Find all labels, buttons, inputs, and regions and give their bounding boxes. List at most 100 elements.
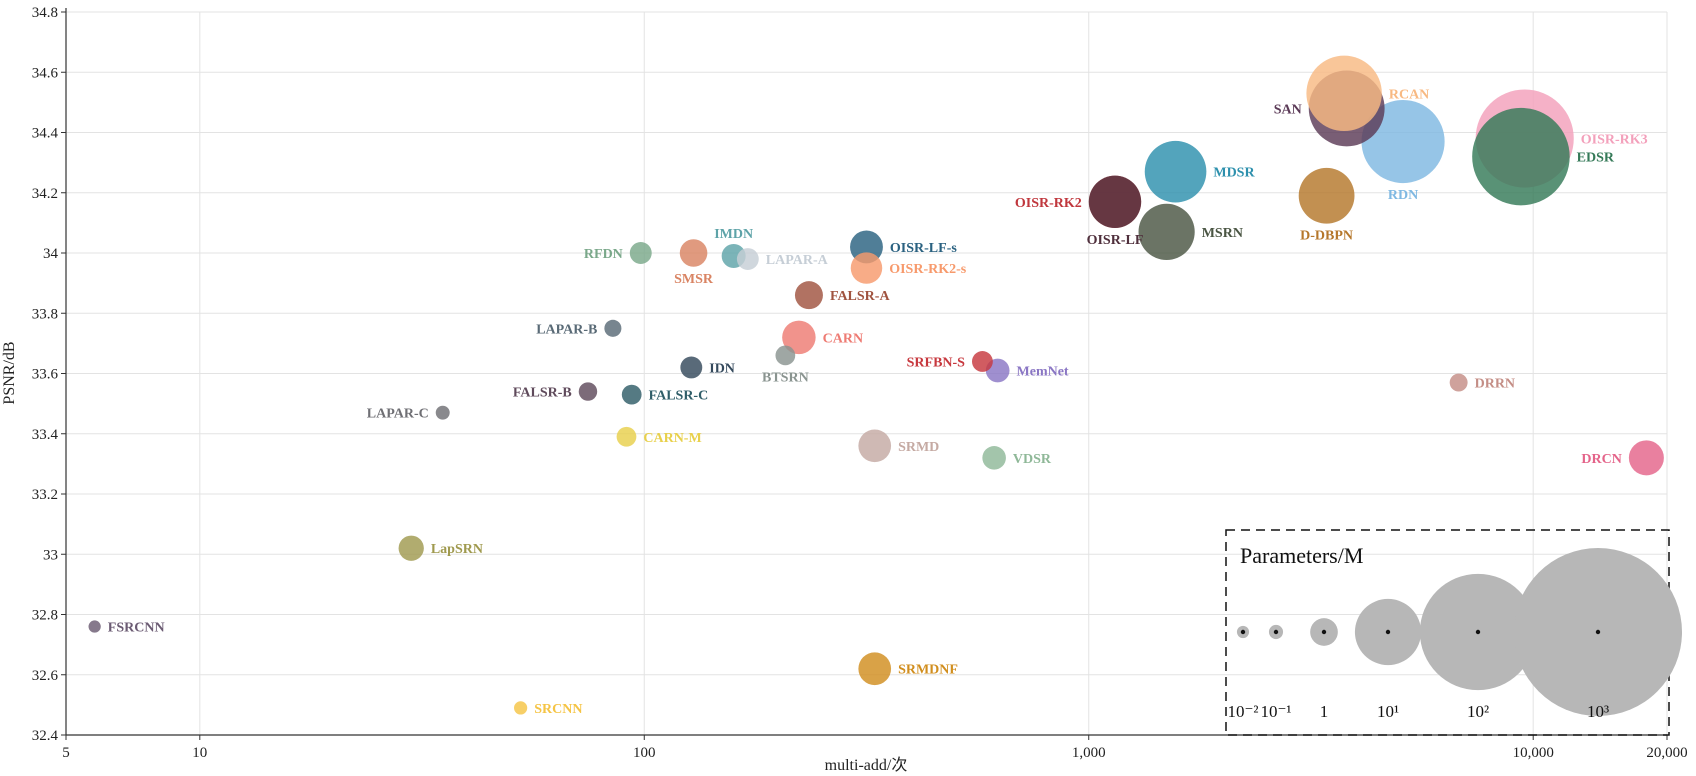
legend-label: 10⁻¹ [1260,702,1291,721]
y-tick-label: 32.4 [32,728,59,744]
label-srcnn: SRCNN [534,702,582,717]
bubble-rcan [1306,55,1382,132]
label-rcan: RCAN [1389,87,1429,102]
y-tick-label: 34.4 [32,126,59,142]
y-tick-label: 34.6 [32,65,59,81]
label-rdn: RDN [1388,188,1418,203]
x-tick-label: 5 [62,745,70,761]
label-oisr-rk3: OISR-RK3 [1581,133,1648,148]
y-tick-label: 32.8 [32,608,58,624]
x-tick-label: 10 [192,745,207,761]
label-mdsr: MDSR [1213,166,1255,181]
label-drcn: DRCN [1581,452,1621,467]
x-tick-label: 20,000 [1646,745,1687,761]
y-tick-label: 34.8 [32,5,58,21]
axes: 32.4 32.6 32.8 33 33.2 33.4 33.6 33.8 34 34.2 34.4… [32,5,1688,761]
bubble-d-dbpn [1298,167,1355,224]
y-tick-label: 33.6 [32,367,59,383]
label-falsr-b: FALSR-B [513,386,572,401]
label-oisr-lf: OISR-LF [1087,233,1144,248]
y-axis-title: PSNR/dB [1,341,18,404]
label-btsrn: BTSRN [762,370,809,385]
bubble-srmd [858,429,892,463]
x-axis-title: multi-add/次 [825,756,908,774]
legend-label: 10⁻² [1227,702,1258,721]
label-lapar-b: LAPAR-B [536,322,597,337]
label-memnet: MemNet [1017,364,1069,379]
bubble-srcnn [513,701,528,715]
label-srfbn-s: SRFBN-S [907,355,966,370]
bubble-lapar-c [435,405,450,420]
bubble-mdsr [1144,140,1207,203]
bubble-oisr-lf [1088,175,1142,228]
bubble-falsr-b [578,382,598,401]
label-san: SAN [1274,102,1302,117]
legend-label: 1 [1320,702,1329,721]
label-rfdn: RFDN [584,247,623,262]
legend-dot [1475,629,1481,635]
label-oisr-rk2: OISR-RK2 [1015,196,1082,211]
label-falsr-a: FALSR-A [830,289,891,304]
label-imdn: IMDN [714,227,753,242]
label-smsr: SMSR [674,272,714,287]
label-falsr-c: FALSR-C [649,389,709,404]
bubble-srfbn-s [971,351,993,372]
label-msrn: MSRN [1202,226,1243,241]
bubble-lapar-a [736,248,759,270]
label-lapar-c: LAPAR-C [367,407,429,422]
y-tick-label: 32.6 [32,668,59,684]
y-tick-label: 33.2 [32,487,58,503]
x-tick-label: 10,000 [1513,745,1554,761]
bubble-srmdnf [858,652,892,686]
bubble-msrn [1138,203,1195,261]
label-carn-m: CARN-M [643,431,701,446]
y-tick-label: 33 [43,547,58,563]
bubble-drrn [1449,373,1468,392]
bubble-oisr-rk2-s [850,252,883,284]
bubble-falsr-c [621,384,642,405]
legend-dot [1240,629,1246,635]
bubbles [88,55,1664,715]
bubble-idn [680,356,703,379]
label-drrn: DRRN [1475,377,1515,392]
label-idn: IDN [709,361,735,376]
bubble-carn-m [616,426,637,447]
y-tick-label: 34.2 [32,186,58,202]
legend-label: 10² [1467,702,1489,721]
label-carn: CARN [823,331,863,346]
bubble-falsr-a [794,281,823,310]
y-tick-label: 33.4 [32,427,59,443]
bubble-lapsrn [398,535,424,561]
label-oisr-rk2-s: OISR-RK2-s [889,262,967,277]
label-edsr: EDSR [1577,151,1615,166]
label-lapsrn: LapSRN [431,542,483,557]
bubble-drcn [1628,440,1664,476]
size-legend: Parameters/M 10⁻² 10⁻¹ 1 10¹ 10² 10³ [1225,529,1683,736]
label-vdsr: VDSR [1013,452,1052,467]
label-d-dbpn: D-DBPN [1300,229,1353,244]
bubble-rfdn [629,242,652,264]
legend-label: 10³ [1587,702,1609,721]
legend-dot [1385,629,1391,635]
x-tick-label: 100 [633,745,656,761]
y-tick-label: 34 [43,246,59,262]
bubble-carn [782,320,816,355]
point-labels: FSRCNN SRCNN LapSRN LAPAR-C FALSR-B FALSR-C CA… [108,87,1648,717]
x-tick-label: 1,000 [1072,745,1106,761]
bubble-edsr [1472,107,1570,206]
bubble-btsrn [775,345,796,366]
legend-title: Parameters/M [1240,543,1363,568]
legend-dot [1595,629,1601,635]
label-fsrcnn: FSRCNN [108,621,165,636]
label-oisr-lf-s: OISR-LF-s [890,241,957,256]
legend-dot [1273,629,1279,635]
y-tick-label: 33.8 [32,306,58,322]
label-srmdnf: SRMDNF [898,663,958,678]
label-lapar-a: LAPAR-A [766,253,829,268]
bubble-fsrcnn [88,620,101,633]
legend-label: 10¹ [1377,702,1399,721]
legend-dot [1321,629,1327,635]
bubble-vdsr [982,446,1006,470]
label-srmd: SRMD [898,440,939,455]
